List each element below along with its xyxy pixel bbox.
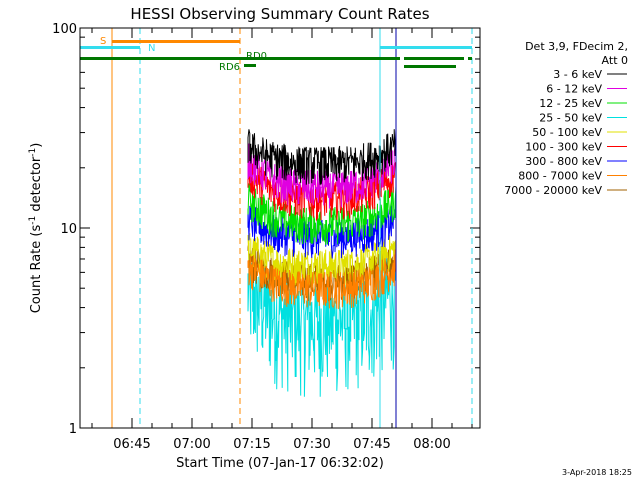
- y-axis-label-sup2: -1: [28, 148, 38, 157]
- series-line-3: [247, 183, 397, 245]
- legend-label-7: 300 - 800 keV: [525, 155, 602, 168]
- y-axis-label-sup: -1: [28, 216, 38, 225]
- legend-label-8: 800 - 7000 keV: [518, 170, 602, 183]
- legend-label-5: 50 - 100 keV: [532, 126, 602, 139]
- series-line-4: [247, 248, 397, 397]
- flag-label-rd0: RD0: [246, 51, 267, 62]
- legend-label-3: 12 - 25 keV: [539, 97, 602, 110]
- y-axis-label-close: ): [29, 143, 44, 148]
- flag-bar-rd0: [404, 57, 464, 60]
- x-tick-label: 07:45: [353, 437, 390, 452]
- x-tick-label: 06:45: [113, 437, 150, 452]
- plot-frame: [79, 27, 481, 429]
- plot-area: [79, 27, 480, 429]
- y-tick-label: 100: [52, 22, 77, 37]
- x-tick-label: 07:15: [233, 437, 270, 452]
- x-axis-label: Start Time (07-Jan-17 06:32:02): [176, 456, 384, 471]
- legend-label-6: 100 - 300 keV: [525, 141, 602, 154]
- x-tick-label: 08:00: [413, 437, 450, 452]
- y-tick-label: 1: [69, 422, 77, 437]
- flag-bar-n: [80, 46, 140, 49]
- y-axis-label: Count Rate (s-1 detector-1): [28, 143, 44, 314]
- legend-header-line1: Det 3,9, FDecim 2,: [525, 40, 628, 53]
- chart-title: HESSI Observing Summary Count Rates: [130, 5, 429, 23]
- flag-bar-rd0: [468, 57, 472, 60]
- y-tick-label: 10: [60, 222, 77, 237]
- y-axis-label-end: detector: [29, 156, 44, 216]
- series-line-5: [247, 232, 397, 288]
- x-tick-label: 07:30: [293, 437, 330, 452]
- flag-bar-rd6: [244, 64, 256, 67]
- flag-label-rd6: RD6: [219, 62, 240, 73]
- series-line-8: [247, 249, 397, 310]
- flag-bar-s: [112, 40, 240, 43]
- series-line-1: [247, 129, 397, 185]
- legend-header-line2: Att 0: [602, 54, 628, 67]
- legend-label-9: 7000 - 20000 keV: [504, 184, 602, 197]
- legend-label-2: 6 - 12 keV: [546, 83, 602, 96]
- y-axis-label-main: Count Rate (s: [29, 225, 44, 314]
- flag-bar-rd6: [404, 65, 456, 68]
- flag-label-n: N: [148, 43, 155, 54]
- flag-bar-n: [380, 46, 472, 49]
- legend-label-1: 3 - 6 keV: [553, 68, 602, 81]
- flag-label-s: S: [100, 36, 106, 47]
- legend: Det 3,9, FDecim 2, Att 0 3 - 6 keV 6 - 12…: [504, 40, 628, 197]
- x-tick-label: 07:00: [173, 437, 210, 452]
- legend-label-4: 25 - 50 keV: [539, 112, 602, 125]
- flag-bar-rd0: [80, 57, 400, 60]
- footer-timestamp: 3-Apr-2018 18:25: [562, 468, 632, 477]
